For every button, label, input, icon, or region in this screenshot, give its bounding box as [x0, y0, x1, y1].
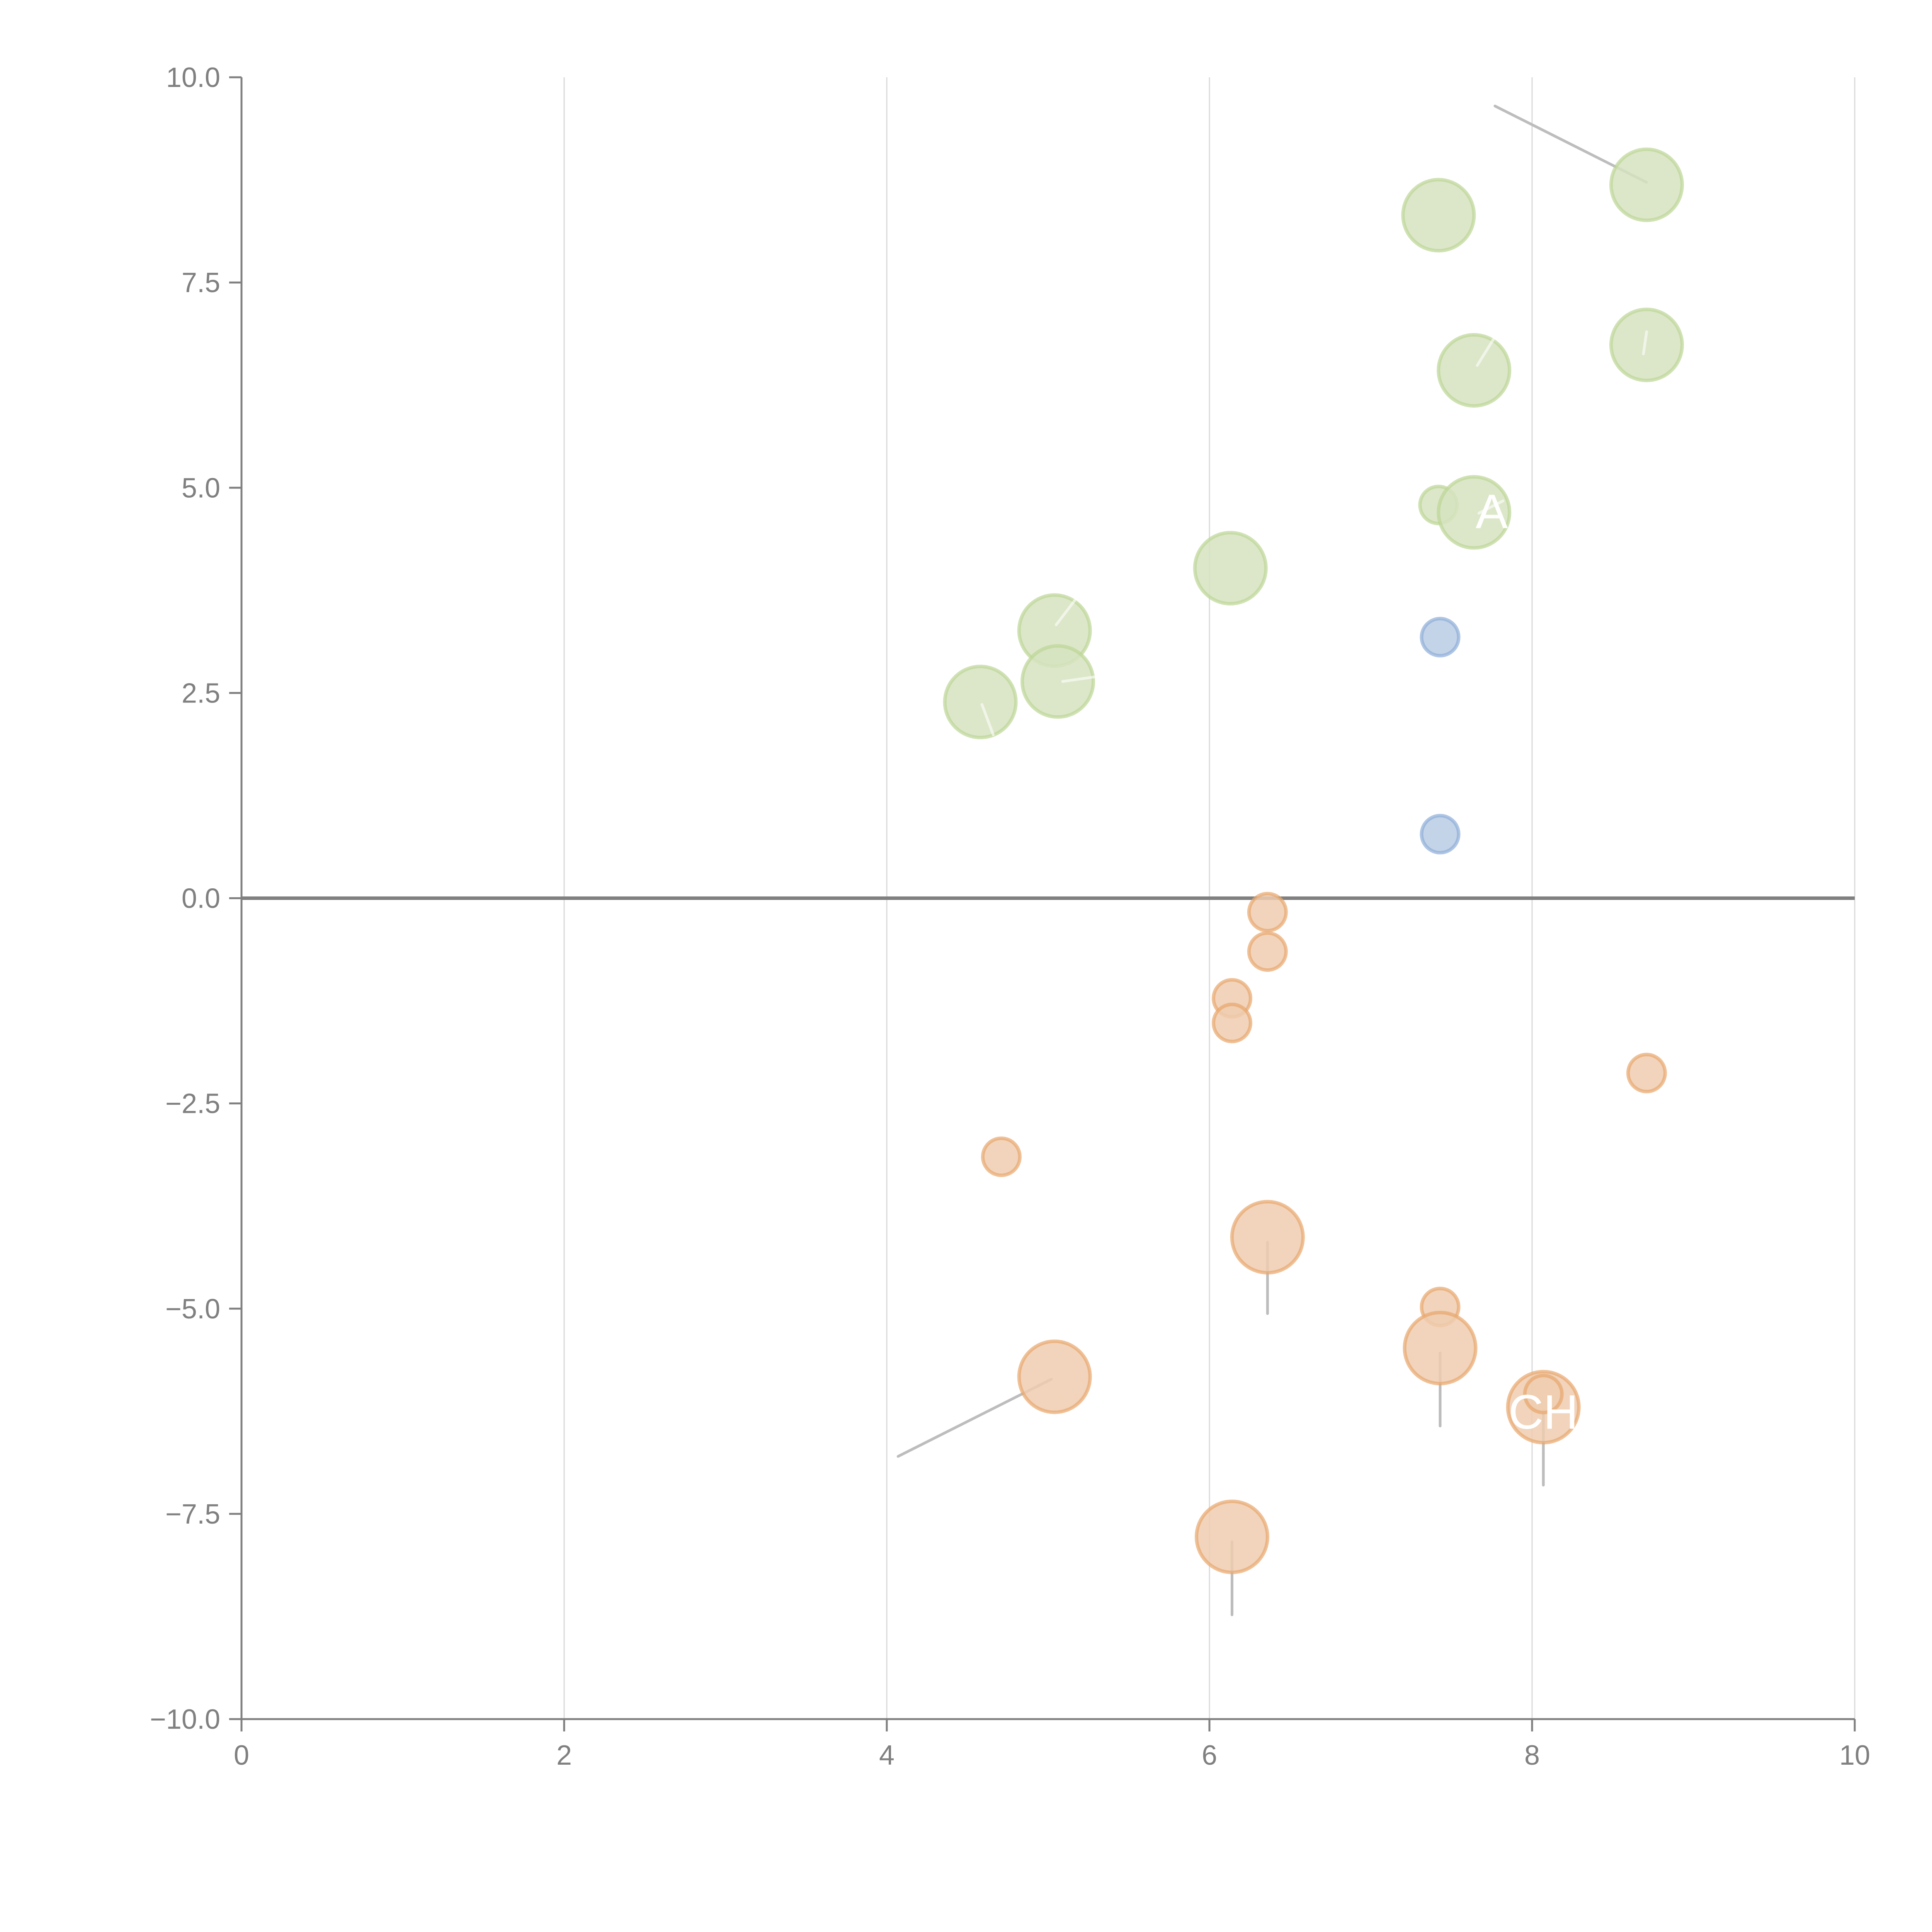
x-tick-label: 2 — [556, 1740, 572, 1771]
orange-bubble[interactable] — [1230, 1200, 1305, 1275]
y-tick-label: −5.0 — [165, 1294, 220, 1325]
y-tick-label: 2.5 — [182, 678, 220, 709]
orange-bubble[interactable] — [1626, 1053, 1667, 1094]
y-axis-ticks: 10.0 7.5 5.0 2.5 0.0 −2.5 −5.0 −7.5 −10.0 — [150, 62, 242, 1735]
leader-line — [1054, 598, 1077, 626]
orange-bubble[interactable] — [1247, 931, 1288, 972]
green-bubble[interactable] — [1609, 147, 1684, 222]
orange-bubble[interactable] — [1017, 1339, 1092, 1414]
orange-bubble[interactable] — [1403, 1311, 1478, 1386]
green-bubble[interactable] — [1437, 333, 1512, 408]
bubble-labels: A CH — [1476, 485, 1578, 1439]
blue-bubble[interactable] — [1420, 617, 1461, 658]
leader-line — [1061, 674, 1104, 683]
x-axis-ticks: 0 2 4 6 8 10 — [234, 1719, 1870, 1771]
y-tick-label: 7.5 — [182, 267, 220, 298]
orange-bubble[interactable] — [1247, 892, 1288, 933]
leader-line — [1476, 333, 1498, 367]
y-tick-label: −7.5 — [165, 1499, 220, 1530]
leader-line — [1477, 499, 1505, 515]
y-tick-label: 0.0 — [182, 883, 220, 914]
y-tick-label: 10.0 — [166, 62, 220, 93]
leader-line — [980, 703, 995, 736]
orange-bubble[interactable] — [981, 1136, 1022, 1177]
orange-bubble[interactable] — [1523, 1374, 1564, 1415]
green-bubble[interactable] — [943, 665, 1018, 740]
bubbles — [943, 147, 1684, 1574]
blue-bubble[interactable] — [1420, 814, 1461, 855]
green-bubble[interactable] — [1437, 475, 1512, 550]
y-tick-label: −10.0 — [150, 1704, 220, 1735]
orange-bubble[interactable] — [1194, 1499, 1269, 1574]
bubble-label: CH — [1509, 1385, 1578, 1439]
green-bubble[interactable] — [1401, 178, 1476, 253]
x-tick-label: 6 — [1202, 1740, 1217, 1771]
green-bubble[interactable] — [1020, 644, 1095, 719]
bubble-label: A — [1476, 485, 1508, 539]
label-leader-lines — [980, 330, 1648, 736]
green-bubble[interactable] — [1193, 531, 1268, 605]
orange-bubble[interactable] — [1211, 1002, 1252, 1043]
green-bubble[interactable] — [1609, 308, 1684, 383]
x-tick-label: 0 — [234, 1740, 249, 1771]
leader-line — [1642, 330, 1648, 355]
x-tick-label: 10 — [1839, 1740, 1870, 1771]
y-tick-label: 5.0 — [182, 473, 220, 503]
x-tick-label: 4 — [879, 1740, 895, 1771]
y-tick-label: −2.5 — [165, 1088, 220, 1119]
x-tick-label: 8 — [1524, 1740, 1540, 1771]
